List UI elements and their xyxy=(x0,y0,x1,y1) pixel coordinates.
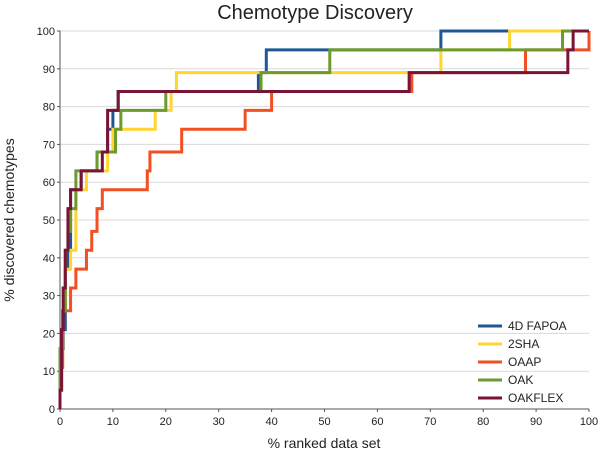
chart-title: Chemotype Discovery xyxy=(217,2,413,24)
x-tick-label-10: 10 xyxy=(107,416,119,428)
legend-label-oaap: OAAP xyxy=(508,355,541,369)
y-tick-label-80: 80 xyxy=(43,102,55,114)
y-tick-label-30: 30 xyxy=(43,291,55,303)
x-tick-label-30: 30 xyxy=(213,416,225,428)
y-tick-label-40: 40 xyxy=(43,253,55,265)
x-tick-label-50: 50 xyxy=(318,416,330,428)
y-tick-label-20: 20 xyxy=(43,328,55,340)
y-tick-label-50: 50 xyxy=(43,215,55,227)
y-axis-label: % discovered chemotypes xyxy=(1,138,17,301)
legend-label-oak: OAK xyxy=(508,373,533,387)
series-line-oakflex xyxy=(58,29,589,409)
x-tick-label-80: 80 xyxy=(477,416,489,428)
legend: 4D FAPOA 2SHA OAAP OAK OAKFLEX xyxy=(478,319,567,405)
y-tick-label-90: 90 xyxy=(43,64,55,76)
x-tick-label-100: 100 xyxy=(580,416,598,428)
x-tick-label-70: 70 xyxy=(424,416,436,428)
x-tick-label-60: 60 xyxy=(371,416,383,428)
y-tick-label-10: 10 xyxy=(43,366,55,378)
y-tick-label-0: 0 xyxy=(49,404,55,416)
legend-label-2sha: 2SHA xyxy=(508,337,539,351)
x-tick-label-20: 20 xyxy=(160,416,172,428)
x-tick-label-90: 90 xyxy=(530,416,542,428)
y-tick-label-70: 70 xyxy=(43,139,55,151)
series-line-oak xyxy=(58,29,589,409)
x-axis-label: % ranked data set xyxy=(268,435,381,451)
tick-labels: 0 10 20 30 40 50 60 70 80 90 100 0 10 20 30 40 50 60 70 80 9… xyxy=(37,26,599,428)
x-tick-label-40: 40 xyxy=(265,416,277,428)
legend-label-4d-fapoa: 4D FAPOA xyxy=(508,319,567,333)
legend-label-oakflex: OAKFLEX xyxy=(508,391,563,405)
y-tick-label-60: 60 xyxy=(43,177,55,189)
series-lines xyxy=(58,29,591,409)
x-tick-label-0: 0 xyxy=(57,416,63,428)
y-tick-label-100: 100 xyxy=(37,26,55,38)
